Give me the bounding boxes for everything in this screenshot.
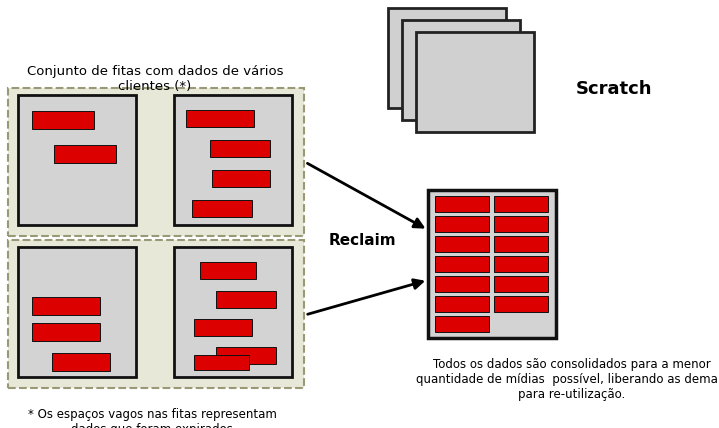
Bar: [210, 140, 270, 157]
Bar: [8, 240, 304, 388]
Bar: [435, 256, 489, 272]
Text: * Os espaços vagos nas fitas representam
dados que foram expirados: * Os espaços vagos nas fitas representam…: [27, 408, 276, 428]
Bar: [388, 8, 506, 108]
Bar: [192, 200, 252, 217]
Bar: [435, 316, 489, 332]
Bar: [32, 323, 100, 341]
Bar: [52, 353, 110, 371]
Bar: [435, 236, 489, 252]
Text: Reclaim: Reclaim: [328, 232, 396, 247]
Bar: [174, 95, 292, 225]
Bar: [194, 355, 249, 370]
Bar: [435, 276, 489, 292]
Bar: [186, 110, 254, 127]
Bar: [8, 88, 304, 236]
Bar: [194, 319, 252, 336]
Bar: [18, 247, 136, 377]
Text: Scratch: Scratch: [576, 80, 653, 98]
Bar: [428, 190, 556, 338]
Text: Todos os dados são consolidados para a menor
quantidade de mídias  possível, lib: Todos os dados são consolidados para a m…: [416, 358, 719, 401]
Bar: [416, 32, 534, 132]
Bar: [494, 216, 548, 232]
Bar: [435, 216, 489, 232]
Bar: [494, 276, 548, 292]
Bar: [435, 296, 489, 312]
Text: Conjunto de fitas com dados de vários
clientes (*): Conjunto de fitas com dados de vários cl…: [27, 65, 283, 93]
Bar: [402, 20, 520, 120]
Bar: [435, 196, 489, 212]
Bar: [174, 247, 292, 377]
Bar: [494, 256, 548, 272]
Bar: [200, 262, 256, 279]
Bar: [212, 170, 270, 187]
Bar: [32, 111, 94, 129]
Bar: [216, 291, 276, 308]
Bar: [216, 347, 276, 364]
Bar: [494, 236, 548, 252]
Bar: [32, 297, 100, 315]
Bar: [54, 145, 116, 163]
Bar: [494, 296, 548, 312]
Bar: [18, 95, 136, 225]
Bar: [494, 196, 548, 212]
